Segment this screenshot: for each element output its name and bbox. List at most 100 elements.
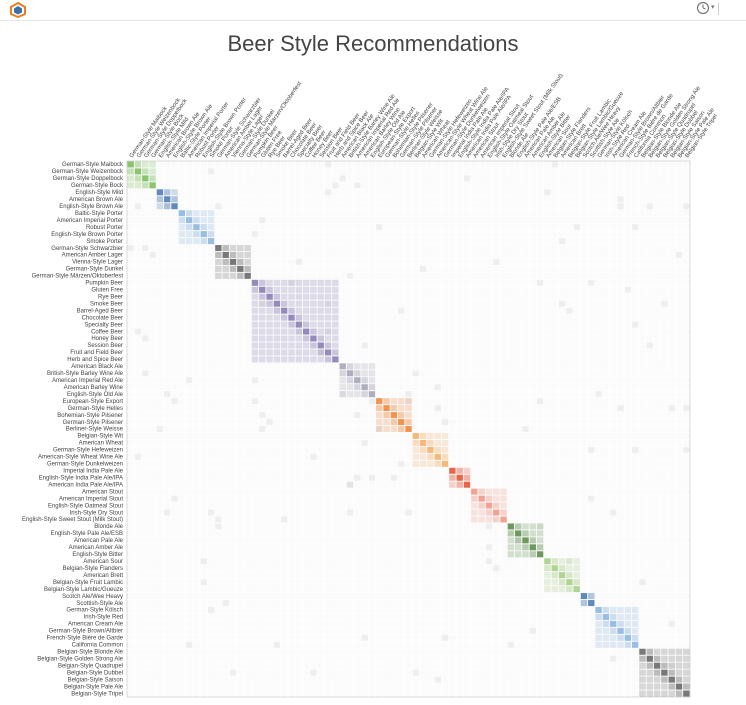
group-cell[interactable]	[324, 356, 332, 363]
off-group-cell[interactable]	[536, 523, 544, 530]
diagonal-cell[interactable]	[354, 377, 361, 384]
off-group-cell[interactable]	[588, 279, 595, 286]
diagonal-cell[interactable]	[376, 398, 383, 405]
group-cell[interactable]	[273, 335, 281, 342]
off-group-cell[interactable]	[573, 224, 580, 231]
diagonal-cell[interactable]	[229, 258, 237, 265]
group-cell[interactable]	[207, 217, 215, 224]
group-cell[interactable]	[310, 321, 317, 328]
group-cell[interactable]	[317, 328, 324, 335]
group-cell[interactable]	[434, 439, 441, 446]
diagonal-cell[interactable]	[266, 293, 273, 300]
diagonal-cell[interactable]	[624, 634, 632, 641]
group-cell[interactable]	[259, 279, 266, 286]
group-cell[interactable]	[251, 342, 259, 349]
off-group-cell[interactable]	[441, 419, 449, 426]
group-cell[interactable]	[500, 495, 507, 502]
group-cell[interactable]	[419, 446, 427, 453]
group-cell[interactable]	[683, 676, 690, 683]
group-cell[interactable]	[529, 537, 536, 544]
group-cell[interactable]	[639, 690, 646, 697]
group-cell[interactable]	[222, 245, 229, 251]
group-cell[interactable]	[427, 432, 434, 439]
group-cell[interactable]	[295, 349, 302, 356]
off-group-cell[interactable]	[683, 405, 690, 412]
group-cell[interactable]	[610, 641, 617, 648]
off-group-cell[interactable]	[661, 300, 668, 307]
group-cell[interactable]	[346, 391, 354, 398]
group-cell[interactable]	[602, 627, 610, 634]
group-cell[interactable]	[515, 523, 522, 530]
off-group-cell[interactable]	[617, 196, 624, 203]
group-cell[interactable]	[668, 648, 675, 655]
group-cell[interactable]	[302, 356, 310, 363]
group-cell[interactable]	[668, 669, 675, 676]
group-cell[interactable]	[398, 405, 405, 412]
diagonal-cell[interactable]	[178, 210, 185, 217]
group-cell[interactable]	[324, 293, 332, 300]
group-cell[interactable]	[215, 251, 222, 258]
off-group-cell[interactable]	[419, 265, 427, 272]
group-cell[interactable]	[361, 391, 368, 398]
diagonal-cell[interactable]	[610, 620, 617, 627]
diagonal-cell[interactable]	[273, 300, 281, 307]
group-cell[interactable]	[324, 328, 332, 335]
group-cell[interactable]	[178, 217, 185, 224]
group-cell[interactable]	[485, 509, 493, 516]
off-group-cell[interactable]	[207, 168, 215, 175]
group-cell[interactable]	[383, 419, 390, 426]
group-cell[interactable]	[427, 439, 434, 446]
group-cell[interactable]	[251, 335, 259, 342]
group-cell[interactable]	[178, 224, 185, 231]
group-cell[interactable]	[324, 286, 332, 293]
off-group-cell[interactable]	[273, 641, 281, 648]
group-cell[interactable]	[288, 349, 295, 356]
group-cell[interactable]	[288, 356, 295, 363]
group-cell[interactable]	[302, 321, 310, 328]
off-group-cell[interactable]	[507, 641, 515, 648]
group-cell[interactable]	[595, 641, 602, 648]
off-group-cell[interactable]	[646, 342, 653, 349]
group-cell[interactable]	[237, 258, 244, 265]
group-cell[interactable]	[412, 439, 419, 446]
group-cell[interactable]	[185, 231, 193, 238]
diagonal-cell[interactable]	[522, 537, 529, 544]
group-cell[interactable]	[390, 419, 398, 426]
group-cell[interactable]	[361, 370, 368, 377]
group-cell[interactable]	[324, 321, 332, 328]
diagonal-cell[interactable]	[127, 161, 134, 168]
diagonal-cell[interactable]	[661, 669, 668, 676]
diagonal-cell[interactable]	[500, 516, 507, 523]
off-group-cell[interactable]	[632, 321, 639, 328]
diagonal-cell[interactable]	[237, 265, 244, 272]
group-cell[interactable]	[273, 349, 281, 356]
group-cell[interactable]	[310, 286, 317, 293]
off-group-cell[interactable]	[668, 662, 675, 669]
group-cell[interactable]	[573, 558, 580, 565]
off-group-cell[interactable]	[588, 446, 595, 453]
off-group-cell[interactable]	[646, 203, 653, 210]
diagonal-cell[interactable]	[361, 384, 368, 391]
group-cell[interactable]	[251, 356, 259, 363]
group-cell[interactable]	[471, 495, 478, 502]
group-cell[interactable]	[398, 398, 405, 405]
group-cell[interactable]	[632, 634, 639, 641]
group-cell[interactable]	[478, 488, 485, 495]
group-cell[interactable]	[178, 238, 185, 245]
group-cell[interactable]	[251, 293, 259, 300]
off-group-cell[interactable]	[354, 182, 361, 189]
off-group-cell[interactable]	[390, 474, 398, 481]
group-cell[interactable]	[229, 272, 237, 279]
group-cell[interactable]	[661, 648, 668, 655]
diagonal-cell[interactable]	[485, 502, 493, 509]
off-group-cell[interactable]	[361, 634, 368, 641]
group-cell[interactable]	[624, 641, 632, 648]
group-cell[interactable]	[434, 432, 441, 439]
group-cell[interactable]	[507, 544, 515, 551]
group-cell[interactable]	[259, 314, 266, 321]
group-cell[interactable]	[573, 572, 580, 579]
off-group-cell[interactable]	[207, 509, 215, 516]
off-group-cell[interactable]	[259, 300, 266, 307]
group-cell[interactable]	[310, 349, 317, 356]
group-cell[interactable]	[683, 662, 690, 669]
